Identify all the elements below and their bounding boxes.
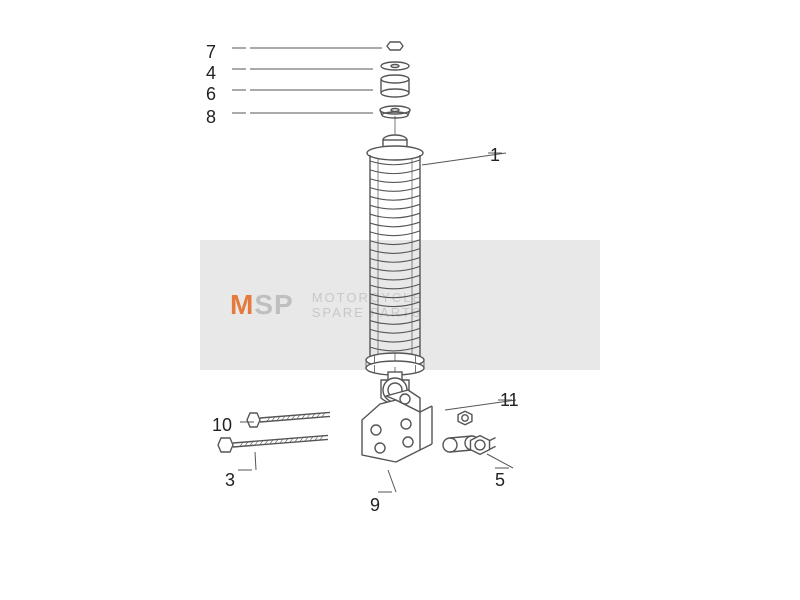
callout-9: 9 <box>370 495 380 516</box>
callout-11: 11 <box>500 390 519 411</box>
callout-4: 4 <box>206 63 216 84</box>
diagram-container: MSP MOTORCYCLE SPARE PARTS 746811110395 <box>0 0 800 600</box>
callout-8: 8 <box>206 107 216 128</box>
callout-7: 7 <box>206 42 216 63</box>
callout-6: 6 <box>206 84 216 105</box>
callout-1: 1 <box>490 145 500 166</box>
parts-diagram <box>0 0 800 600</box>
callout-5: 5 <box>495 470 505 491</box>
callout-10: 10 <box>212 415 232 436</box>
callout-3: 3 <box>225 470 235 491</box>
